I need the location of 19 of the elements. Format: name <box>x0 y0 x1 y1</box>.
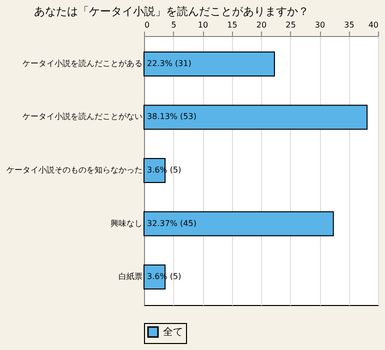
x-tick-label: 10 <box>198 20 208 30</box>
y-tick-label: ケータイ小説そのものを知らなかった <box>6 166 142 174</box>
y-tick-label: 興味なし <box>110 218 142 228</box>
x-tick-label: 25 <box>286 20 296 30</box>
x-tick-label: 20 <box>256 20 267 30</box>
x-tick-label: 15 <box>227 20 238 30</box>
data-label: 32.37% (45) <box>147 218 196 228</box>
x-tick-label: 5 <box>171 20 176 30</box>
data-label: 22.3% (31) <box>147 58 192 68</box>
y-tick-label: 白紙票 <box>118 272 142 282</box>
x-tick-label: 30 <box>314 20 326 30</box>
x-tick-label: 35 <box>344 20 354 30</box>
legend-label: 全て <box>163 326 183 338</box>
y-tick-label: ケータイ小説を読んだことがある <box>22 58 142 68</box>
x-tick-label: 40 <box>368 20 378 30</box>
y-tick-label: ケータイ小説を読んだことがない <box>22 112 142 122</box>
data-label: 38.13% (53) <box>147 112 196 122</box>
x-tick-label: 0 <box>144 20 150 30</box>
chart-title: あなたは「ケータイ小説」を読んだことがありますか？ <box>34 5 309 18</box>
